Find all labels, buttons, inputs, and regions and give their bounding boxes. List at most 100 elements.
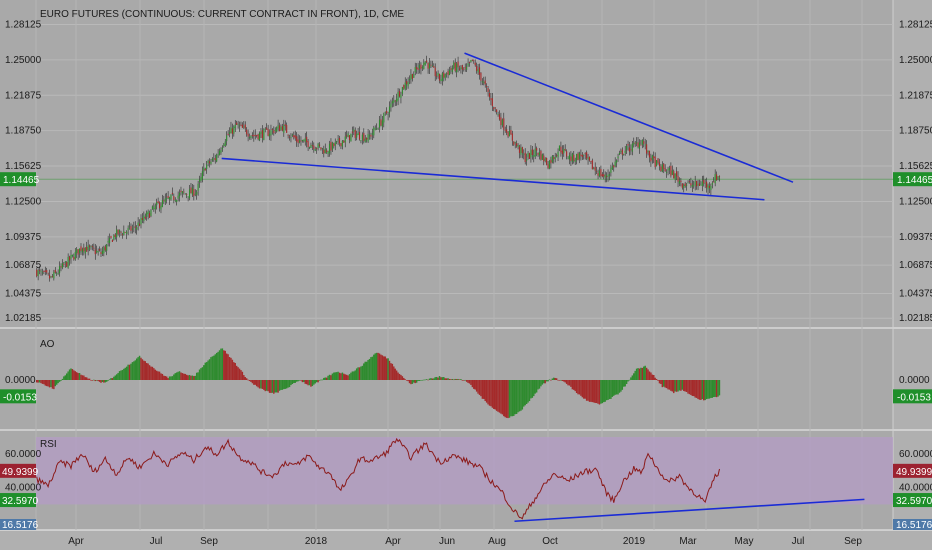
candle-body	[504, 129, 506, 131]
candle-body	[124, 231, 126, 233]
ao-bar	[424, 379, 426, 381]
candle-body	[701, 181, 703, 186]
ao-bar	[148, 365, 151, 380]
ao-bar	[343, 373, 345, 380]
ao-bar	[710, 380, 712, 398]
candle-body	[641, 139, 643, 145]
ao-bar	[95, 380, 98, 381]
candle-body	[630, 149, 632, 151]
candle-body	[633, 142, 635, 145]
rsi-pane[interactable]: RSI 60.0000 60.0000 40.0000 40.0000 49.9399…	[0, 437, 932, 531]
ao-bar	[60, 380, 62, 381]
candle-body	[93, 247, 95, 249]
time-label: Sep	[844, 536, 862, 547]
candle-body	[441, 73, 443, 81]
candle-body	[383, 113, 385, 123]
ao-bar	[485, 380, 488, 403]
ao-bar	[50, 380, 52, 388]
price-pane[interactable]: EURO FUTURES (CONTINUOUS: CURRENT CONTRA…	[0, 9, 932, 324]
candle-body	[406, 81, 408, 85]
candle-body	[148, 212, 151, 218]
candle-body	[44, 270, 46, 272]
candle-body	[697, 183, 699, 186]
ao-bar	[518, 380, 521, 412]
candle-body	[290, 137, 292, 139]
candle-body	[586, 152, 588, 159]
price-trendlines[interactable]	[221, 52, 794, 201]
ao-bar	[168, 376, 171, 380]
ao-bar	[617, 380, 619, 395]
ao-bar	[475, 380, 478, 392]
candle-body	[648, 150, 651, 158]
ao-bar	[363, 363, 365, 380]
candle-body	[266, 127, 268, 130]
candle-body	[107, 240, 109, 243]
candle-body	[621, 149, 623, 155]
ao-bar	[384, 356, 386, 380]
candle-body	[49, 274, 51, 279]
ao-bar	[81, 375, 84, 380]
candle-body	[297, 139, 299, 144]
candle-body	[516, 143, 518, 147]
ao-bar	[508, 380, 511, 418]
ao-bar	[614, 380, 616, 395]
candle-body	[646, 144, 648, 154]
candle-body	[500, 117, 502, 125]
ao-bar	[170, 376, 172, 380]
ao-bar	[597, 380, 599, 404]
candle-body	[688, 181, 691, 183]
ao-bar	[210, 357, 212, 380]
ao-bar	[55, 380, 58, 385]
ao-bar	[355, 368, 358, 380]
last-price-left: 1.14465	[3, 175, 40, 186]
rsi-trendline[interactable]	[514, 498, 865, 523]
ao-bar	[354, 370, 356, 380]
candle-body	[60, 266, 62, 268]
candle-body	[91, 246, 93, 247]
candle-body	[353, 129, 355, 132]
candle-body	[70, 255, 72, 259]
candle-body	[327, 151, 329, 155]
candle-body	[591, 160, 593, 170]
ao-bar	[57, 380, 59, 384]
ao-bar	[183, 373, 185, 380]
candle-body	[344, 136, 346, 143]
price-tick-left: 1.15625	[5, 161, 42, 172]
candle-body	[127, 227, 129, 231]
ao-bar	[447, 378, 449, 380]
candle-body	[261, 130, 263, 139]
ao-bar	[261, 380, 264, 389]
ao-bar	[390, 363, 392, 380]
candle-body	[97, 251, 99, 253]
ao-bar	[677, 380, 679, 392]
ao-pane[interactable]: AO 0.0000 0.0000 -0.0153 -0.0153	[0, 339, 932, 419]
price-axis-labels: 1.28125 1.28125 1.25000 1.25000 1.21875 1.218…	[5, 20, 932, 325]
candle-body	[687, 182, 689, 184]
rsi-tick-right: 60.0000	[899, 449, 932, 460]
candle-body	[711, 182, 713, 185]
ao-bar	[120, 370, 122, 380]
ao-bar	[335, 372, 338, 380]
ao-bar	[234, 362, 236, 380]
ao-bar	[223, 350, 225, 380]
ao-value-tag-left	[0, 389, 36, 404]
candle-body	[454, 62, 456, 71]
ao-bar	[577, 380, 579, 395]
ao-zero-right: 0.0000	[899, 375, 930, 386]
ao-bar	[38, 380, 41, 383]
price-tick-left: 1.02185	[5, 313, 42, 324]
candle-body	[523, 153, 525, 155]
candle-body	[617, 156, 619, 159]
candle-body	[296, 136, 298, 142]
ao-bar	[288, 380, 291, 388]
ao-bar	[345, 374, 348, 380]
candle-body	[298, 140, 301, 143]
candle-body	[651, 155, 653, 160]
ao-bar	[171, 376, 174, 380]
candle-body	[241, 124, 243, 128]
candle-body	[293, 135, 295, 138]
ao-bar	[273, 380, 275, 394]
candle-body	[123, 231, 125, 236]
candle-body	[661, 164, 663, 172]
